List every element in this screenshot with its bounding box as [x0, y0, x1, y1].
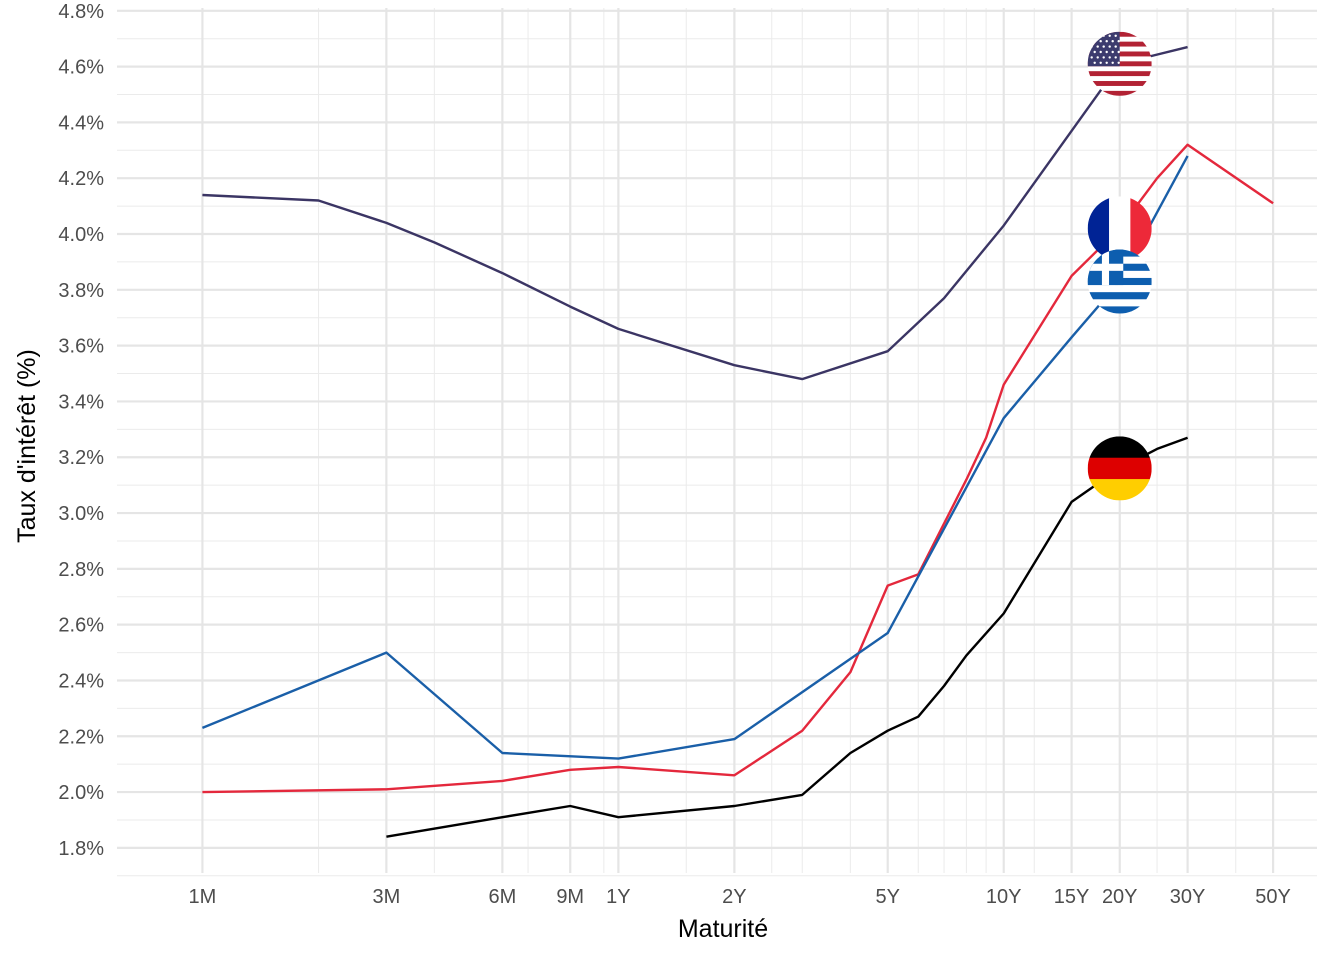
y-tick-label: 3.8% [58, 280, 104, 302]
y-tick-label: 2.0% [58, 782, 104, 804]
flag-star [1096, 34, 1099, 37]
flag-star [1114, 34, 1117, 37]
flag-band-black [1087, 436, 1152, 459]
flag-band-gold [1087, 479, 1152, 501]
flag-star [1090, 34, 1093, 37]
flag-band-red [1130, 196, 1152, 261]
flag-body [1087, 196, 1152, 261]
flag-band-red [1087, 457, 1152, 480]
flag-star [1090, 56, 1093, 59]
flag-stripe [1087, 66, 1152, 72]
x-tick-label: 10Y [986, 886, 1022, 908]
y-tick-label: 3.4% [58, 391, 104, 413]
flag-stripe [1087, 81, 1152, 87]
x-tick-label: 1M [189, 886, 217, 908]
flag-star [1102, 56, 1105, 59]
x-tick-label: 5Y [875, 886, 899, 908]
series-line-germany [386, 436, 1189, 838]
flag-star [1093, 50, 1096, 54]
flag-stripe [1087, 76, 1152, 82]
flag-star [1093, 61, 1096, 64]
x-tick-label: 15Y [1054, 886, 1090, 908]
flag-star [1099, 61, 1102, 64]
flag-star [1114, 45, 1117, 48]
united-states-flag-icon [1087, 31, 1152, 96]
flag-star [1096, 45, 1099, 48]
flag-star [1105, 50, 1108, 54]
flag-star [1096, 56, 1099, 59]
flag-star [1108, 34, 1111, 37]
flag-stripe [1087, 85, 1152, 92]
flag-body [1087, 31, 1152, 96]
x-tick-label: 3M [372, 886, 400, 908]
flag-band-white [1109, 196, 1131, 261]
flag-star [1117, 61, 1120, 64]
x-tick-label: 2Y [722, 886, 746, 908]
flag-markers [1087, 31, 1152, 501]
x-tick-label: 9M [556, 886, 584, 908]
france-flag-icon [1087, 196, 1152, 261]
flag-star [1117, 50, 1120, 54]
flag-star [1111, 61, 1114, 64]
y-tick-label: 4.2% [58, 168, 104, 190]
y-tick-label: 1.8% [58, 838, 104, 860]
x-axis-tick-labels: 1M 3M 6M 9M 1Y 2Y 5Y 10Y 15Y 20Y 30Y 50Y [189, 886, 1291, 908]
y-tick-label: 4.8% [58, 1, 104, 23]
x-tick-label: 6M [488, 886, 516, 908]
y-axis-title: Taux d'intérêt (%) [13, 349, 41, 543]
flag-body [1087, 249, 1152, 314]
x-axis-title: Maturité [678, 915, 768, 943]
flag-star [1093, 40, 1096, 43]
flag-stripe [1087, 299, 1152, 307]
y-axis-tick-labels: 1.8% 2.0% 2.2% 2.4% 2.6% 2.8% 3.0% 3.2% 3.4% 3.6%… [58, 1, 104, 860]
flag-stripe [1087, 285, 1152, 293]
y-tick-label: 2.2% [58, 726, 104, 748]
flag-stripe [1087, 90, 1152, 96]
flag-body [1087, 436, 1152, 501]
flag-star [1102, 34, 1105, 37]
y-tick-label: 3.0% [58, 503, 104, 525]
y-tick-label: 4.4% [58, 112, 104, 134]
flag-star [1102, 45, 1105, 48]
flag-star [1099, 50, 1102, 54]
flag-star [1099, 40, 1102, 43]
flag-star [1117, 40, 1120, 43]
x-tick-label: 20Y [1102, 886, 1138, 908]
y-tick-label: 2.6% [58, 615, 104, 637]
y-tick-label: 3.2% [58, 447, 104, 469]
major-gridlines [117, 8, 1317, 873]
flag-cross-horizontal [1087, 263, 1124, 271]
y-tick-label: 3.6% [58, 336, 104, 358]
x-tick-label: 30Y [1170, 886, 1206, 908]
germany-flag-icon [1087, 436, 1152, 501]
y-tick-label: 4.0% [58, 224, 104, 246]
flag-star [1114, 56, 1117, 59]
flag-stripe [1087, 71, 1152, 77]
series-line-united-states [202, 45, 1188, 381]
flag-star [1111, 50, 1114, 54]
flag-star [1090, 45, 1093, 48]
greece-flag-icon [1087, 249, 1152, 314]
flag-star [1108, 45, 1111, 48]
x-tick-label: 50Y [1255, 886, 1291, 908]
flag-star [1108, 56, 1111, 59]
flag-star [1111, 40, 1114, 43]
flag-star [1105, 40, 1108, 43]
y-tick-label: 4.6% [58, 57, 104, 79]
flag-band-blue [1087, 196, 1110, 261]
flag-stripe [1087, 292, 1152, 300]
flag-stripe [1087, 306, 1152, 314]
y-tick-label: 2.4% [58, 670, 104, 692]
y-tick-label: 2.8% [58, 559, 104, 581]
series-line-greece [201, 155, 1189, 760]
x-tick-label: 1Y [606, 886, 630, 908]
flag-star [1105, 61, 1108, 64]
